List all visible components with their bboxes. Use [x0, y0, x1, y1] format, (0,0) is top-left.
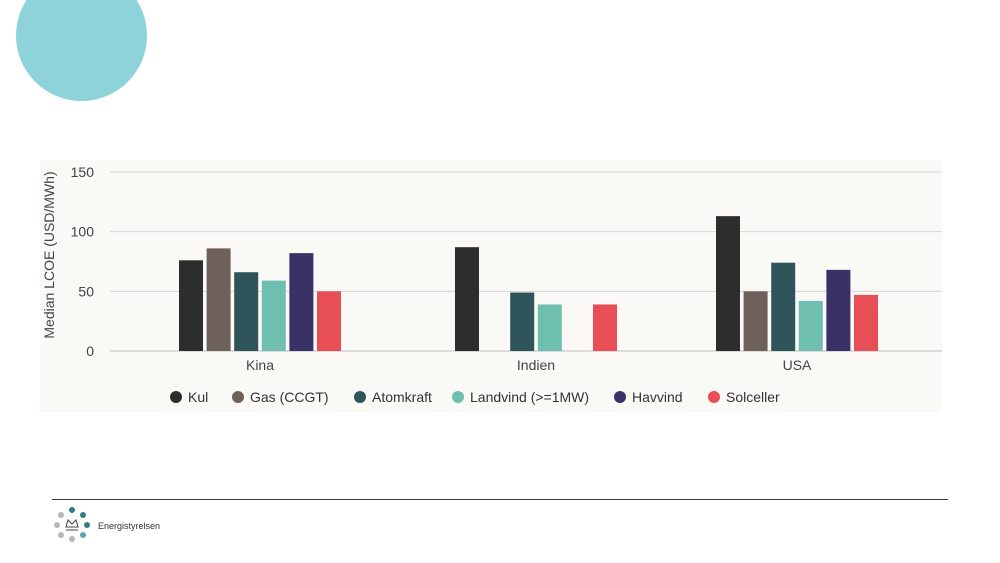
y-tick-label: 0: [86, 343, 94, 359]
legend-label: Kul: [188, 389, 208, 405]
legend: Kul Gas (CCGT) Atomkraft Landvind (>=1MW) Ha…: [170, 389, 780, 405]
crown-icon: [65, 519, 79, 531]
y-tick-label: 150: [71, 164, 95, 180]
bar: [798, 300, 823, 351]
bars: [179, 216, 878, 351]
bar: [510, 292, 535, 351]
legend-swatch: [452, 391, 464, 403]
bar: [593, 304, 617, 351]
decorative-circle: [16, 0, 147, 101]
bar: [179, 260, 203, 351]
legend-label: Atomkraft: [372, 389, 432, 405]
bar: [771, 262, 796, 351]
y-tick-label: 50: [78, 283, 94, 299]
x-tick-labels: Kina Indien USA: [246, 357, 812, 373]
bar-chart: Kina Indien USA 0 50 100 150 Median LCOE (USD…: [41, 164, 942, 405]
footer-divider: [52, 499, 948, 500]
bar: [537, 304, 562, 351]
bar: [317, 291, 341, 351]
legend-swatch: [232, 391, 244, 403]
brand-name: Energistyrelsen: [98, 521, 161, 531]
legend-swatch: [354, 391, 366, 403]
y-tick-labels: 0 50 100 150: [71, 164, 95, 359]
bar: [234, 272, 259, 351]
legend-swatch: [614, 391, 626, 403]
x-tick-label: USA: [783, 357, 812, 373]
bar: [206, 248, 231, 351]
legend-label: Landvind (>=1MW): [470, 389, 589, 405]
bar: [716, 216, 740, 351]
bar: [854, 294, 878, 351]
legend-swatch: [170, 391, 182, 403]
y-tick-label: 100: [71, 224, 95, 240]
bar: [743, 291, 768, 351]
bar: [455, 247, 479, 351]
y-axis-label: Median LCOE (USD/MWh): [41, 171, 57, 338]
bar: [826, 269, 851, 351]
x-tick-label: Indien: [517, 357, 555, 373]
chart-panel: Kina Indien USA 0 50 100 150 Median LCOE (USD…: [40, 160, 942, 412]
x-tick-label: Kina: [246, 357, 274, 373]
legend-label: Gas (CCGT): [250, 389, 329, 405]
energistyrelsen-logo: [54, 507, 90, 542]
logo-dots-icon: [54, 507, 90, 542]
bar: [261, 280, 286, 351]
legend-label: Solceller: [726, 389, 780, 405]
bar: [289, 253, 314, 351]
legend-swatch: [708, 391, 720, 403]
legend-label: Havvind: [632, 389, 683, 405]
